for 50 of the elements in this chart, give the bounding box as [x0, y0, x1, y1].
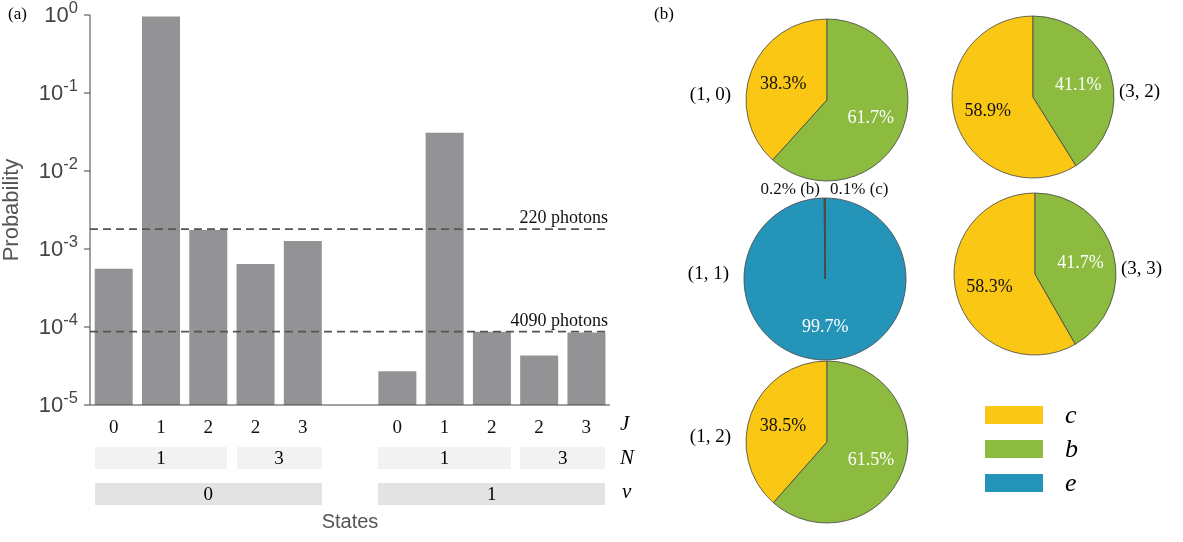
x-axis-title: States [320, 510, 380, 533]
data-label: 99.7% [801, 315, 849, 336]
text: N [620, 445, 635, 470]
text: 1 [94, 447, 228, 469]
data-label: 38.5% [759, 415, 807, 436]
text: (3, 3) [1121, 257, 1163, 279]
x-tick-label: 2 [203, 416, 213, 437]
chart-title: (a) [8, 4, 27, 24]
ref-line-label: 220 photons [519, 207, 608, 228]
legend-label: e [1065, 468, 1077, 498]
y-tick-label: 10$^{0}$ [44, 0, 78, 27]
text: v [622, 479, 632, 504]
x-tick-label: 0 [392, 416, 403, 437]
data-label: 58.9% [964, 99, 1012, 120]
text: (3, 2) [1119, 80, 1161, 102]
y-tick-label: 10$^{-2}$ [38, 154, 78, 183]
data-label: 0.2% (b) [760, 179, 820, 198]
x-tick-label: 3 [581, 416, 592, 437]
x-tick-label: 3 [297, 416, 308, 437]
legend-label: c [1065, 400, 1077, 430]
text: 1 [378, 447, 511, 469]
x-tick-label: 2 [534, 416, 544, 437]
text: 3 [520, 447, 606, 469]
text: 3 [236, 447, 322, 469]
x-tick-label: 1 [439, 416, 450, 437]
y-axis-title: Probability [0, 158, 23, 262]
data-label: 41.7% [1057, 251, 1104, 272]
data-label: 41.1% [1054, 74, 1102, 95]
text: J [620, 411, 630, 436]
x-tick-label: 2 [487, 416, 497, 437]
data-label: 58.3% [966, 276, 1013, 297]
text: (1, 1) [687, 262, 729, 284]
data-label: 61.5% [847, 448, 895, 469]
text: (b) [654, 4, 674, 24]
y-tick-label: 10$^{-3}$ [38, 232, 78, 261]
data-label: 61.7% [847, 106, 895, 127]
text: (1, 2) [689, 425, 731, 447]
text: 1 [378, 483, 606, 505]
data-label: 0.1% (c) [830, 179, 889, 198]
x-tick-label: 1 [156, 416, 166, 437]
data-label: 38.3% [759, 73, 807, 94]
ref-line-label: 4090 photons [510, 309, 608, 330]
y-tick-label: 10$^{-5}$ [38, 388, 78, 417]
text: (1, 0) [689, 83, 731, 105]
x-tick-label: 0 [108, 416, 119, 437]
y-tick-label: 10$^{-4}$ [38, 310, 78, 339]
legend-label: b [1065, 434, 1078, 464]
text: 0 [94, 483, 322, 505]
y-tick-label: 10$^{-1}$ [38, 76, 78, 105]
x-tick-label: 2 [250, 416, 261, 437]
